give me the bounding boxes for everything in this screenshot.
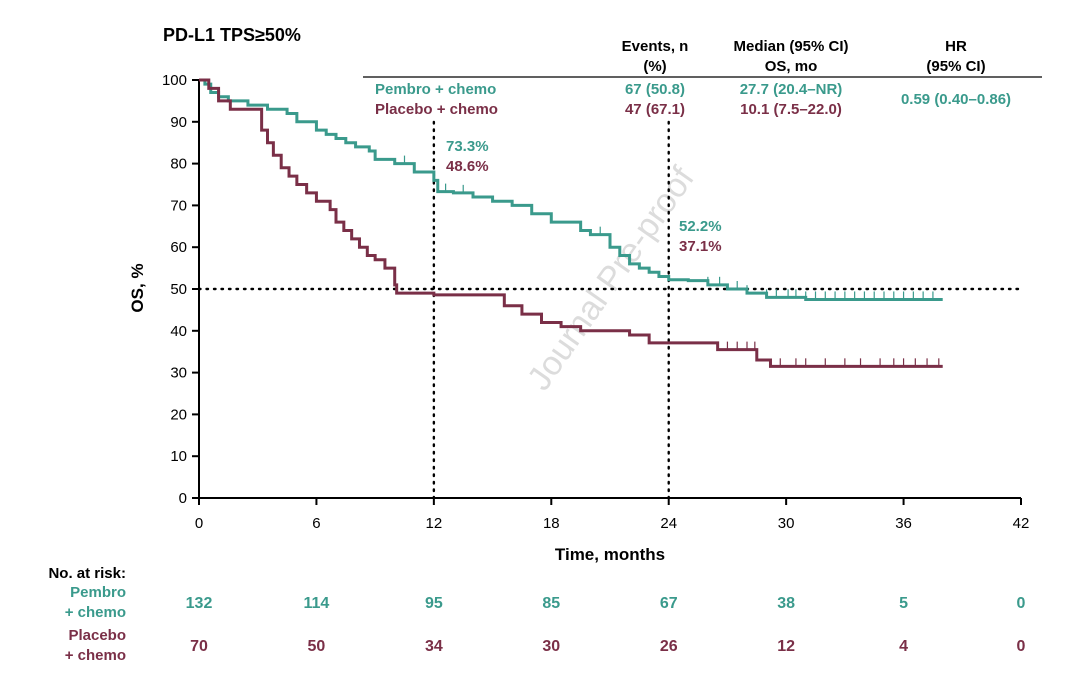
legend-events-placebo: 47 (67.1) xyxy=(625,101,685,118)
at-risk-placebo-month-0: 70 xyxy=(190,638,208,655)
y-tick-label-70: 70 xyxy=(170,197,187,214)
legend-median-pembro: 27.7 (20.4–NR) xyxy=(740,81,843,98)
x-tick-label-42: 42 xyxy=(1013,515,1030,532)
legend-events-pembro: 67 (50.8) xyxy=(625,81,685,98)
reference-lines xyxy=(197,120,1023,500)
x-tick-label-24: 24 xyxy=(660,515,677,532)
x-tick-label-6: 6 xyxy=(312,515,320,532)
at-risk-values: 132 114 95 85 67 38 5 070 50 34 30 26 12 4 0 xyxy=(186,595,1026,655)
y-tick-label-30: 30 xyxy=(170,365,187,382)
at-risk-label-placebo-line1: Placebo xyxy=(68,627,126,644)
events-header-line1: Events, n xyxy=(622,38,689,55)
at-risk-pembro-month-12: 95 xyxy=(425,595,443,612)
at-risk-placebo-month-12: 34 xyxy=(425,638,443,655)
x-tick-label-12: 12 xyxy=(426,515,443,532)
at-risk-placebo-month-30: 12 xyxy=(777,638,795,655)
legend-hr-value: 0.59 (0.40–0.86) xyxy=(901,91,1011,108)
x-axis-label: Time, months xyxy=(555,545,665,564)
at-risk-placebo-month-42: 0 xyxy=(1017,638,1026,655)
median-header-line2: OS, mo xyxy=(765,58,818,75)
y-tick-label-90: 90 xyxy=(170,114,187,131)
y-tick-label-20: 20 xyxy=(170,406,187,423)
at-risk-pembro-month-18: 85 xyxy=(542,595,560,612)
hr-header-line2: (95% CI) xyxy=(926,58,985,75)
median-header-line1: Median (95% CI) xyxy=(733,38,848,55)
y-tick-label-60: 60 xyxy=(170,239,187,256)
axes: 0 10 20 30 40 50 60 70 80 90 100 0 6 12 18 24 30 36 42 xyxy=(162,72,1029,532)
series-layer xyxy=(199,78,943,368)
x-tick-label-0: 0 xyxy=(195,515,203,532)
at-risk-label-pembro-line1: Pembro xyxy=(70,584,126,601)
at-risk-placebo-month-36: 4 xyxy=(899,638,908,655)
y-tick-label-50: 50 xyxy=(170,281,187,298)
x-tick-label-18: 18 xyxy=(543,515,560,532)
legend-median-placebo: 10.1 (7.5–22.0) xyxy=(740,101,842,118)
events-header-line2: (%) xyxy=(643,58,666,75)
at-risk-table: No. at risk: Pembro + chemo Placebo + ch… xyxy=(48,565,1025,664)
km-curve-placebo xyxy=(199,78,943,368)
at-risk-label-pembro-line2: + chemo xyxy=(65,604,126,621)
x-tick-label-30: 30 xyxy=(778,515,795,532)
at-risk-pembro-month-24: 67 xyxy=(660,595,678,612)
y-tick-label-0: 0 xyxy=(179,490,187,507)
y-tick-label-40: 40 xyxy=(170,323,187,340)
y-tick-label-80: 80 xyxy=(170,156,187,173)
at-risk-pembro-month-6: 114 xyxy=(304,595,330,612)
annotations: 73.3% 48.6% 52.2% 37.1% xyxy=(446,138,722,255)
at-risk-pembro-month-36: 5 xyxy=(899,595,908,612)
at-risk-placebo-month-18: 30 xyxy=(542,638,560,655)
annotation-12-pembro: 73.3% xyxy=(446,138,489,155)
at-risk-pembro-month-42: 0 xyxy=(1017,595,1026,612)
at-risk-pembro-month-30: 38 xyxy=(777,595,795,612)
annotation-24-placebo: 37.1% xyxy=(679,238,722,255)
legend-label-pembro: Pembro + chemo xyxy=(375,81,496,98)
annotation-24-pembro: 52.2% xyxy=(679,218,722,235)
hr-header-line1: HR xyxy=(945,38,967,55)
y-axis-label: OS, % xyxy=(128,263,147,312)
at-risk-placebo-month-6: 50 xyxy=(308,638,326,655)
at-risk-title: No. at risk: xyxy=(48,565,126,582)
km-curve-pembro xyxy=(199,78,943,301)
annotation-12-placebo: 48.6% xyxy=(446,158,489,175)
y-tick-label-10: 10 xyxy=(170,448,187,465)
x-tick-label-36: 36 xyxy=(895,515,912,532)
legend-table: Events, n (%) Median (95% CI) OS, mo HR … xyxy=(363,38,1042,118)
chart-title: PD-L1 TPS≥50% xyxy=(163,25,301,45)
at-risk-pembro-month-0: 132 xyxy=(186,595,213,612)
legend-label-placebo: Placebo + chemo xyxy=(375,101,498,118)
y-tick-label-100: 100 xyxy=(162,72,187,89)
at-risk-placebo-month-24: 26 xyxy=(660,638,678,655)
at-risk-label-placebo-line2: + chemo xyxy=(65,647,126,664)
